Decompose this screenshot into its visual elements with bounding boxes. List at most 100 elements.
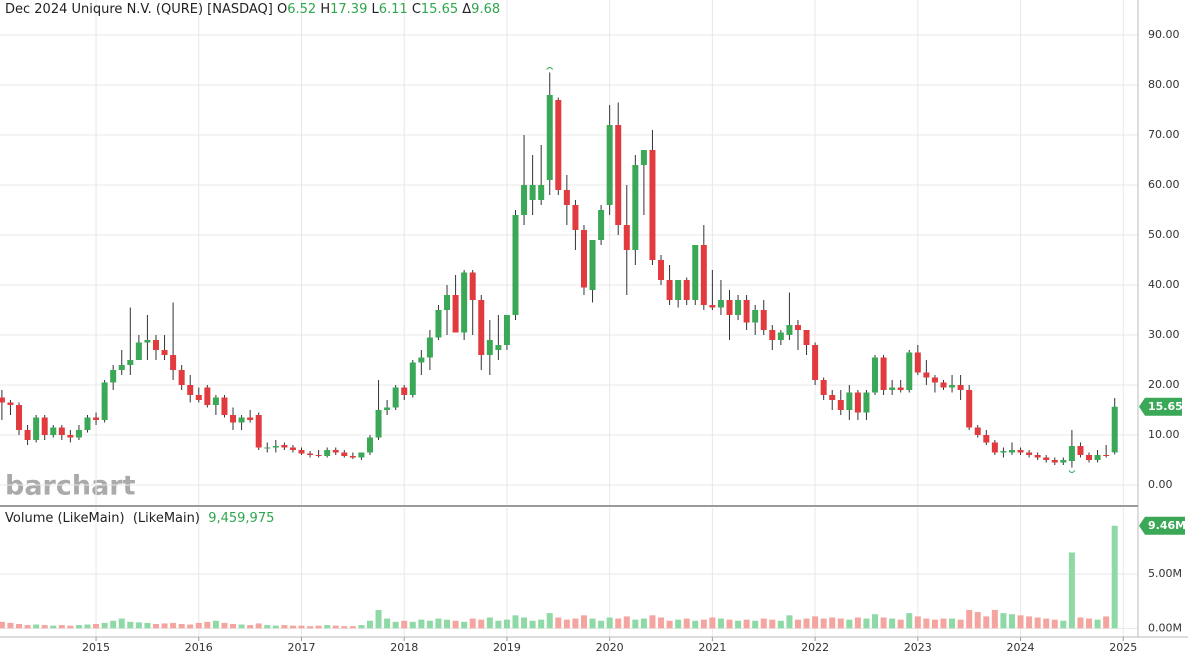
volume-bar xyxy=(461,621,468,629)
candle-body xyxy=(940,382,947,388)
volume-bar xyxy=(204,621,211,629)
candle-body xyxy=(324,450,331,456)
candle-body xyxy=(375,410,382,438)
candle-body xyxy=(692,245,699,300)
volume-tag xyxy=(1139,516,1185,535)
volume-bar xyxy=(170,622,177,629)
candle-body xyxy=(435,310,442,338)
candle-body xyxy=(1103,455,1110,456)
volume-bar xyxy=(195,622,202,629)
candle-body xyxy=(957,385,964,390)
candle-body xyxy=(606,125,613,205)
volume-bar xyxy=(957,619,964,629)
volume-bar xyxy=(700,619,707,629)
candle-body xyxy=(195,395,202,400)
volume-bar xyxy=(555,617,562,629)
candle-body xyxy=(452,295,459,333)
change-letter: Δ xyxy=(462,2,472,17)
candle-body xyxy=(1094,455,1101,460)
candle-body xyxy=(341,452,348,456)
candle-body xyxy=(512,215,519,315)
volume-name: Volume (LikeMain) (LikeMain) xyxy=(5,511,200,526)
volume-bar xyxy=(726,619,733,629)
period: Dec 2024 xyxy=(5,2,68,17)
candle-body xyxy=(889,387,896,390)
candle-body xyxy=(649,150,656,260)
candle-body xyxy=(1068,446,1075,461)
candle-body xyxy=(204,387,211,405)
candle-body xyxy=(221,397,228,415)
candle-body xyxy=(863,392,870,413)
volume-bar xyxy=(683,618,690,629)
volume-value: 9,459,975 xyxy=(208,511,275,526)
volume-bar xyxy=(794,619,801,629)
x-tick-label: 2016 xyxy=(185,641,213,654)
y-tick-label: 40.00 xyxy=(1148,278,1180,291)
volume-bar xyxy=(563,619,570,629)
candle-body xyxy=(289,447,296,450)
candle-body xyxy=(409,362,416,395)
x-tick-label: 2017 xyxy=(288,641,316,654)
volume-bar xyxy=(384,618,391,629)
volume-bar xyxy=(863,618,870,629)
candle-body xyxy=(974,427,981,435)
volume-bar xyxy=(675,619,682,629)
candle-body xyxy=(75,430,82,438)
volume-bar xyxy=(161,623,168,629)
candle-body xyxy=(127,360,134,365)
candle-body xyxy=(93,417,100,420)
volume-bar xyxy=(152,623,159,629)
y-tick-label: 0.00 xyxy=(1148,478,1173,491)
candle-body xyxy=(675,280,682,300)
volume-bar xyxy=(709,617,716,629)
candle-body xyxy=(486,340,493,355)
volume-bar xyxy=(692,620,699,629)
volume-bar xyxy=(289,625,296,629)
candle-body xyxy=(683,280,690,300)
volume-bar xyxy=(230,623,237,629)
candle-body xyxy=(110,370,117,383)
candle-body xyxy=(281,445,288,448)
x-tick-label: 2022 xyxy=(801,641,829,654)
volume-bar xyxy=(717,618,724,629)
volume-bar xyxy=(444,619,451,629)
volume-bar xyxy=(118,618,125,629)
candle-body xyxy=(769,330,776,340)
volume-bar xyxy=(760,618,767,629)
volume-bar xyxy=(127,621,134,629)
volume-bar xyxy=(58,625,65,629)
volume-bar xyxy=(846,619,853,629)
volume-bar xyxy=(1086,618,1093,629)
volume-bar xyxy=(221,622,228,629)
volume-bar xyxy=(1051,619,1058,629)
volume-bar xyxy=(212,620,219,629)
candle-body xyxy=(983,435,990,443)
candle-body xyxy=(931,377,938,383)
volume-bar xyxy=(93,623,100,629)
candle-body xyxy=(1077,446,1084,455)
volume-bar xyxy=(375,609,382,629)
volume-bar xyxy=(392,621,399,629)
last-price-tag xyxy=(1139,397,1182,416)
candle-body xyxy=(726,300,733,315)
volume-bar xyxy=(777,620,784,629)
candle-body xyxy=(923,372,930,378)
y-tick-label: 10.00 xyxy=(1148,428,1180,441)
candle-body xyxy=(332,450,339,453)
volume-bar xyxy=(812,616,819,629)
candle-body xyxy=(546,95,553,180)
volume-bar xyxy=(546,613,553,629)
candle-body xyxy=(469,272,476,300)
change-value: 9.68 xyxy=(471,2,501,17)
y-tick-label: 60.00 xyxy=(1148,178,1180,191)
volume-bar xyxy=(358,625,365,629)
volume-bar xyxy=(178,623,185,629)
candle-body xyxy=(991,442,998,453)
candle-body xyxy=(349,456,356,458)
volume-bar xyxy=(272,625,279,629)
candle-body xyxy=(33,417,40,440)
volume-bar xyxy=(632,619,639,629)
candle-body xyxy=(760,310,767,330)
header: Dec 2024 Uniqure N.V. (QURE) [NASDAQ] O6… xyxy=(5,2,500,17)
candle-body xyxy=(786,325,793,335)
